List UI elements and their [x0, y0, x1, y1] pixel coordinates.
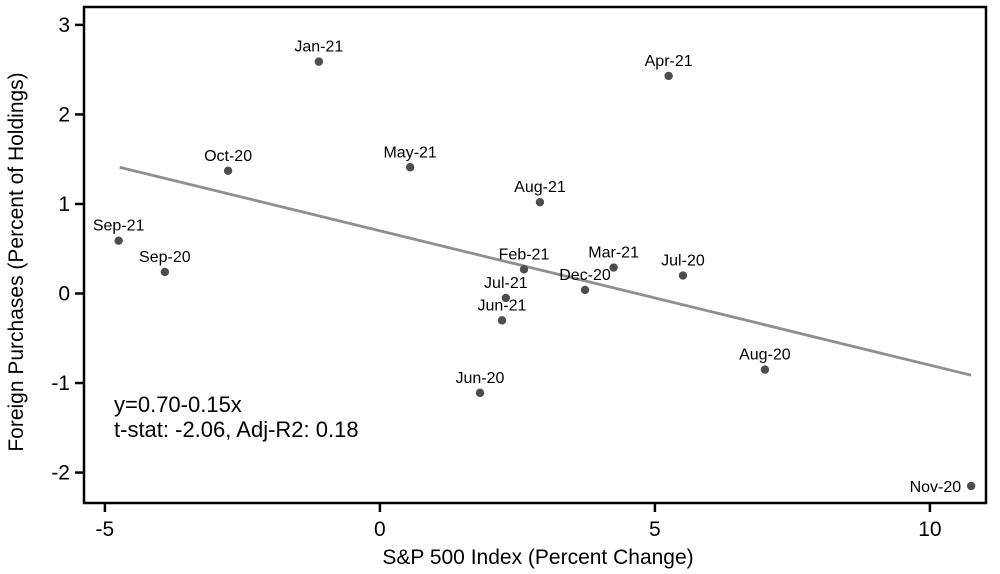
- data-point-label: Jul-20: [661, 253, 705, 270]
- data-point: [475, 388, 485, 398]
- y-tick-label: 1: [58, 193, 70, 216]
- x-axis-title: S&P 500 Index (Percent Change): [382, 546, 694, 569]
- data-point: [966, 481, 976, 491]
- y-axis-title: Foreign Purchases (Percent of Holdings): [5, 72, 28, 452]
- plot-frame: [82, 5, 988, 505]
- data-point: [114, 236, 123, 245]
- data-point: [580, 285, 590, 295]
- data-point: [405, 163, 415, 172]
- y-tick-label: 3: [58, 14, 70, 37]
- data-point-label: Aug-20: [739, 347, 791, 364]
- y-tick-label: 2: [58, 103, 70, 126]
- y-tick-label: -2: [51, 462, 70, 485]
- x-tick-label: 10: [918, 518, 941, 541]
- x-tick-label: 5: [649, 518, 661, 541]
- data-point-label: Dec-20: [559, 267, 611, 284]
- data-point-label: Nov-20: [910, 479, 962, 496]
- data-point: [664, 71, 673, 81]
- data-point-label: Jan-21: [294, 39, 343, 56]
- regression-stats: t-stat: -2.06, Adj-R2: 0.18: [114, 417, 359, 442]
- data-point: [519, 265, 529, 274]
- data-point-label: Aug-21: [514, 179, 566, 196]
- data-point: [497, 316, 507, 325]
- data-point: [314, 57, 324, 66]
- data-point: [609, 263, 618, 272]
- data-point: [678, 271, 688, 280]
- data-point-label: Feb-21: [499, 246, 550, 263]
- data-point: [501, 293, 511, 303]
- data-point-label: Oct-20: [204, 148, 252, 165]
- data-point-label: Jun-20: [456, 370, 505, 387]
- y-tick-label: 0: [58, 282, 70, 305]
- x-tick-label: 0: [374, 518, 386, 541]
- data-point-label: Mar-21: [588, 245, 639, 262]
- trendline: [119, 165, 972, 377]
- data-point: [223, 166, 233, 176]
- x-tick-label: -5: [96, 518, 115, 541]
- regression-annotation: y=0.70-0.15x t-stat: -2.06, Adj-R2: 0.18: [114, 392, 359, 442]
- y-tick-label: -1: [51, 372, 70, 395]
- data-point: [535, 197, 545, 207]
- data-point-label: May-21: [383, 144, 436, 161]
- data-point-label: Jul-21: [484, 275, 528, 292]
- data-point-label: Sep-21: [93, 218, 145, 235]
- data-point: [760, 365, 770, 374]
- data-point-label: Jun-21: [478, 297, 527, 314]
- data-point: [160, 267, 170, 277]
- regression-equation: y=0.70-0.15x: [114, 392, 242, 417]
- data-point-label: Sep-20: [139, 249, 191, 266]
- data-point-label: Apr-21: [645, 53, 693, 70]
